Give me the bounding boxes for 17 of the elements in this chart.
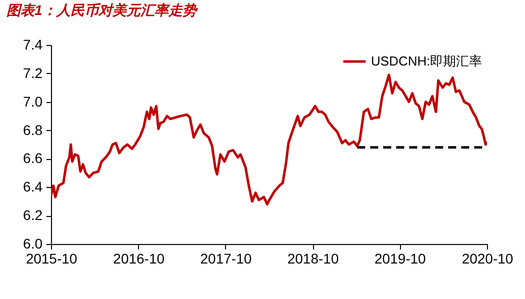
y-tick-label: 7.0 — [23, 93, 43, 110]
legend-label: USDCNH:即期汇率 — [371, 54, 482, 68]
y-tick-label: 6.0 — [23, 236, 43, 252]
x-tick-label: 2018-10 — [287, 250, 339, 266]
line-series — [51, 74, 487, 206]
y-tick-label: 6.2 — [23, 207, 43, 224]
x-tick-label: 2019-10 — [374, 250, 426, 266]
x-tick-label: 2017-10 — [200, 250, 252, 266]
x-tick-label: 2015-10 — [26, 250, 78, 266]
y-tick-label: 6.6 — [23, 150, 43, 166]
y-tick-label: 7.2 — [23, 64, 43, 81]
y-tick-label: 6.4 — [23, 178, 43, 195]
y-tick-label: 7.4 — [23, 36, 43, 52]
chart-title: 图表1：人民币对美元汇率走势 — [6, 2, 198, 18]
y-tick-label: 6.8 — [23, 122, 43, 138]
x-tick-label: 2020-10 — [462, 250, 514, 266]
x-tick-label: 2016-10 — [113, 250, 165, 266]
